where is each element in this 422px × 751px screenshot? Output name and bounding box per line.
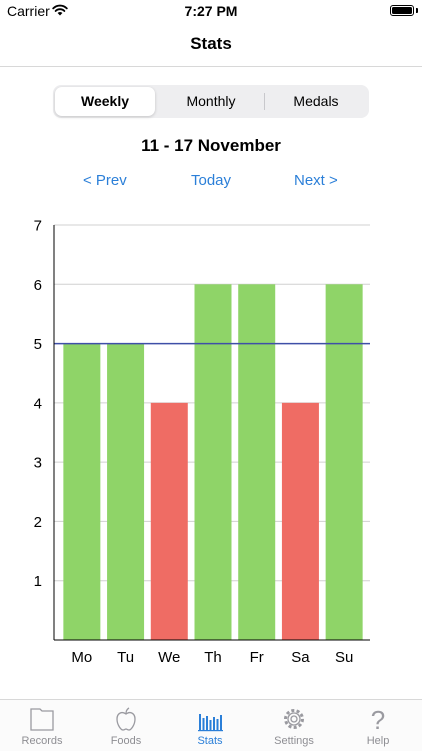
prev-week-link[interactable]: < Prev xyxy=(83,172,127,189)
tab-foods-label: Foods xyxy=(110,735,142,747)
segment-weekly[interactable]: Weekly xyxy=(55,87,155,116)
y-tick-label: 5 xyxy=(34,336,42,353)
tab-bar: Records Foods Stats Settings ? xyxy=(0,699,422,751)
tab-stats[interactable]: Stats xyxy=(168,700,252,751)
y-tick-label: 6 xyxy=(34,277,42,294)
tab-records-label: Records xyxy=(21,735,63,747)
tab-settings-label: Settings xyxy=(274,735,314,747)
bar-su xyxy=(325,284,363,640)
bar-sa xyxy=(281,402,319,640)
period-segmented-control: Weekly Monthly Medals xyxy=(53,85,369,118)
weekly-bar-chart: 1 2 3 4 5 6 7 Mo Tu We Th Fr Sa Su xyxy=(34,218,370,666)
wifi-icon xyxy=(52,4,68,16)
y-tick-label: 3 xyxy=(34,455,42,472)
status-bar: Carrier 7:27 PM xyxy=(0,0,422,24)
page-title: Stats xyxy=(190,34,232,53)
tab-settings[interactable]: Settings xyxy=(252,700,336,751)
bar-mo xyxy=(63,343,101,640)
svg-text:?: ? xyxy=(371,705,385,733)
x-tick-label: Th xyxy=(204,649,222,666)
y-tick-label: 4 xyxy=(34,395,42,412)
y-tick-label: 7 xyxy=(34,218,42,235)
tab-stats-label: Stats xyxy=(197,735,223,747)
tab-help-label: Help xyxy=(366,735,390,747)
gear-icon xyxy=(284,709,304,729)
clock: 7:27 PM xyxy=(184,3,238,19)
week-range-title: 11 - 17 November xyxy=(141,136,281,155)
battery-tip xyxy=(416,8,418,13)
x-tick-label: Fr xyxy=(250,649,264,666)
records-icon xyxy=(30,708,54,731)
next-week-link[interactable]: Next > xyxy=(294,172,338,189)
bar-we xyxy=(150,402,188,640)
x-tick-label: Sa xyxy=(291,649,310,666)
x-tick-label: Tu xyxy=(117,649,134,666)
segment-medals[interactable]: Medals xyxy=(293,93,339,109)
carrier-label: Carrier xyxy=(7,3,50,19)
segment-monthly[interactable]: Monthly xyxy=(186,93,236,109)
x-tick-label: We xyxy=(158,649,180,666)
x-tick-label: Mo xyxy=(71,649,92,666)
bar-fr xyxy=(238,284,276,640)
navigation-bar: Stats xyxy=(0,24,422,67)
today-link[interactable]: Today xyxy=(191,172,232,189)
tab-foods[interactable]: Foods xyxy=(84,700,168,751)
y-tick-label: 1 xyxy=(34,573,42,590)
apple-icon xyxy=(116,707,136,731)
y-tick-label: 2 xyxy=(34,514,42,531)
bar-th xyxy=(194,284,232,640)
bar-tu xyxy=(107,343,145,640)
tab-help[interactable]: ? Help xyxy=(336,700,420,751)
battery-icon xyxy=(390,5,414,16)
tab-records[interactable]: Records xyxy=(0,700,84,751)
segment-divider xyxy=(264,93,265,110)
x-tick-label: Su xyxy=(335,649,353,666)
stats-icon xyxy=(198,714,223,732)
help-icon: ? xyxy=(371,705,385,733)
